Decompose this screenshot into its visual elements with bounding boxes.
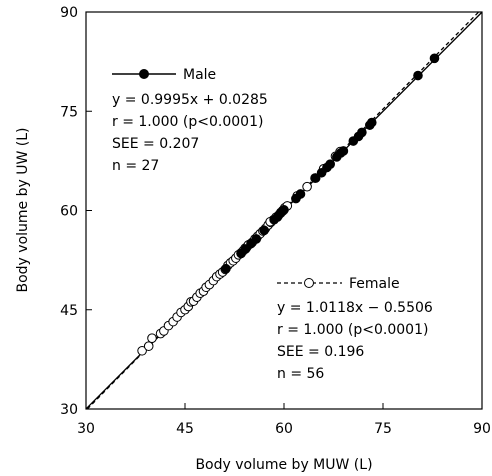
- female-n: n = 56: [277, 366, 324, 382]
- male-data-point: [259, 225, 270, 236]
- male-correlation: r = 1.000 (p<0.0001): [112, 114, 263, 130]
- x-tick-label: 60: [275, 421, 293, 437]
- female-data-point: [137, 345, 147, 356]
- y-tick-label: 90: [60, 5, 78, 21]
- male-data-point: [316, 167, 327, 178]
- male-data-point: [295, 189, 306, 199]
- female-data-point: [147, 333, 157, 344]
- x-tick-label: 30: [77, 421, 95, 437]
- male-data-point: [357, 127, 367, 138]
- legend-male: Male: [112, 67, 216, 83]
- y-tick-label: 75: [60, 104, 78, 120]
- female-correlation: r = 1.000 (p<0.0001): [277, 322, 428, 338]
- x-tick-label: 75: [374, 421, 392, 437]
- legend-female: Female: [277, 276, 400, 292]
- y-axis-ticks: 30 45 60 75 90: [60, 5, 92, 418]
- male-n: n = 27: [112, 158, 159, 174]
- x-tick-label: 90: [473, 421, 491, 437]
- legend-female-label: Female: [349, 276, 400, 292]
- male-data-point: [338, 146, 349, 156]
- male-data-point: [310, 173, 321, 183]
- male-data-point: [429, 53, 440, 64]
- male-data-point: [413, 70, 423, 81]
- y-tick-label: 30: [60, 402, 78, 418]
- legend-male-marker: [139, 69, 149, 79]
- male-data-point: [325, 159, 336, 169]
- legend-male-label: Male: [183, 67, 216, 83]
- y-axis-label: Body volume by UW (L): [15, 128, 31, 293]
- male-data-point: [277, 206, 288, 216]
- female-data-point: [302, 181, 312, 192]
- y-tick-label: 60: [60, 204, 78, 220]
- data-points: [137, 53, 440, 356]
- male-data-point: [251, 234, 262, 244]
- x-axis-ticks: 30 45 60 75 90: [77, 403, 491, 437]
- female-see: SEE = 0.196: [277, 344, 364, 360]
- x-tick-label: 45: [176, 421, 194, 437]
- male-data-point: [240, 244, 251, 254]
- x-axis-label: Body volume by MUW (L): [195, 457, 372, 473]
- male-data-point: [366, 117, 377, 128]
- female-data-point: [143, 341, 154, 351]
- male-see: SEE = 0.207: [112, 136, 199, 152]
- y-tick-label: 45: [60, 303, 78, 319]
- female-equation: y = 1.0118x − 0.5506: [277, 300, 433, 316]
- male-equation: y = 0.9995x + 0.0285: [112, 92, 268, 108]
- legend-female-marker: [304, 278, 314, 288]
- male-data-point: [221, 263, 231, 274]
